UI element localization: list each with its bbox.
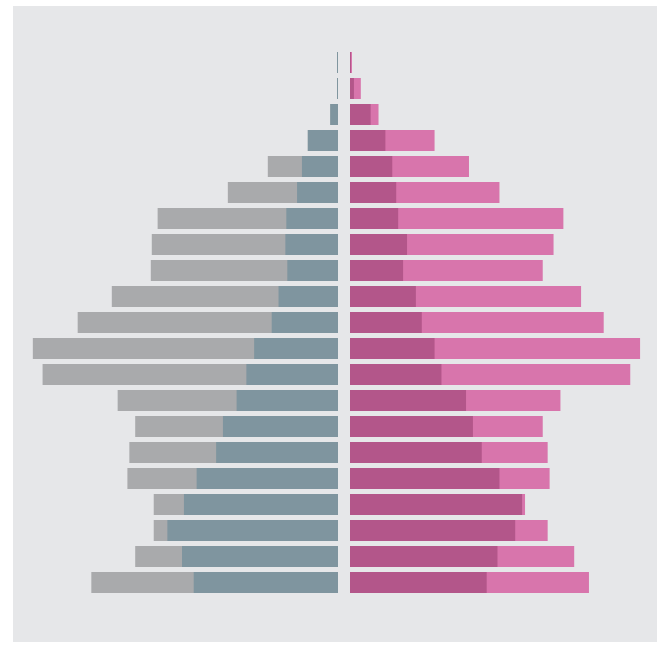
right-bar-inner-18 xyxy=(350,520,516,541)
left-bar-inner-13 xyxy=(236,390,338,411)
left-bar-inner-15 xyxy=(216,442,338,463)
right-bar-inner-4 xyxy=(350,156,393,177)
left-bar-inner-3 xyxy=(307,130,338,151)
left-bar-inner-19 xyxy=(182,546,338,567)
left-bar-inner-0 xyxy=(337,52,338,73)
right-bar-outer-1 xyxy=(350,78,361,99)
right-bar-inner-19 xyxy=(350,546,498,567)
left-bar-inner-20 xyxy=(193,572,338,593)
left-bar-inner-16 xyxy=(196,468,338,489)
left-bar-inner-2 xyxy=(330,104,338,125)
left-bar-inner-11 xyxy=(254,338,338,359)
population-pyramid-chart xyxy=(13,6,657,642)
right-bar-inner-2 xyxy=(350,104,371,125)
right-bar-inner-8 xyxy=(350,260,404,281)
left-bar-inner-4 xyxy=(301,156,338,177)
right-bar-inner-10 xyxy=(350,312,422,333)
left-bar-inner-7 xyxy=(285,234,338,255)
left-bar-inner-9 xyxy=(278,286,338,307)
left-bar-inner-1 xyxy=(337,78,338,99)
right-bar-inner-11 xyxy=(350,338,435,359)
right-bar-inner-14 xyxy=(350,416,473,437)
right-bar-inner-16 xyxy=(350,468,500,489)
right-bar-inner-6 xyxy=(350,208,399,229)
left-bar-inner-10 xyxy=(271,312,338,333)
right-bar-outer-6 xyxy=(350,208,564,229)
right-bar-inner-1 xyxy=(350,78,354,99)
left-bar-inner-5 xyxy=(297,182,338,203)
left-bars xyxy=(32,52,339,593)
left-bar-inner-6 xyxy=(286,208,338,229)
right-bar-inner-12 xyxy=(350,364,442,385)
chart-panel xyxy=(13,6,657,642)
left-bar-inner-17 xyxy=(183,494,338,515)
right-bar-inner-15 xyxy=(350,442,482,463)
right-bar-inner-3 xyxy=(350,130,386,151)
left-bar-inner-14 xyxy=(222,416,338,437)
right-bars xyxy=(350,52,641,593)
right-bar-inner-13 xyxy=(350,390,467,411)
left-bar-inner-18 xyxy=(167,520,338,541)
right-bar-inner-7 xyxy=(350,234,408,255)
right-bar-inner-5 xyxy=(350,182,397,203)
right-bar-inner-9 xyxy=(350,286,416,307)
right-bar-inner-17 xyxy=(350,494,523,515)
right-bar-inner-20 xyxy=(350,572,487,593)
left-bar-inner-12 xyxy=(246,364,338,385)
right-bar-inner-0 xyxy=(350,52,351,73)
left-bar-inner-8 xyxy=(287,260,338,281)
